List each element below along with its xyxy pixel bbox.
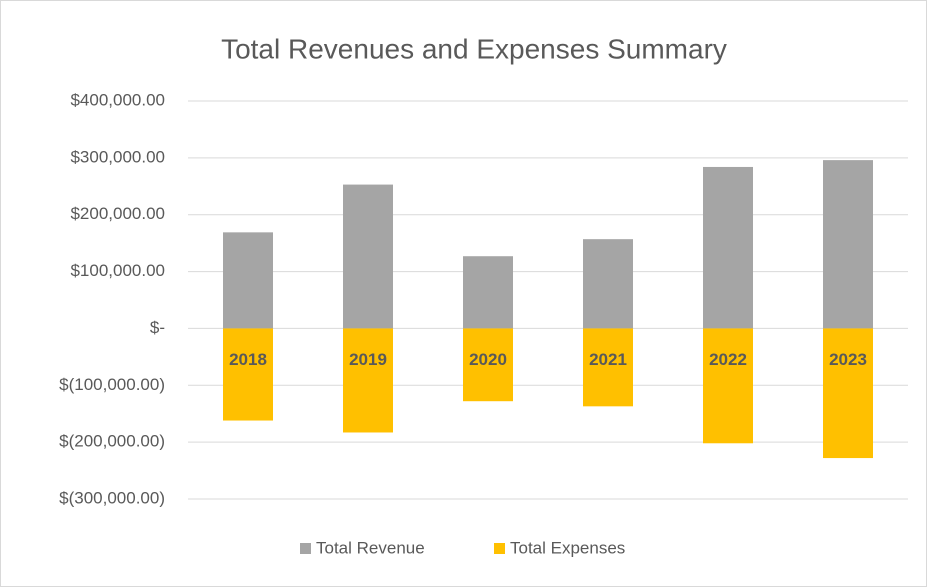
y-tick-label: $200,000.00 (70, 204, 165, 223)
bar (823, 160, 873, 329)
y-tick-label: $300,000.00 (70, 147, 165, 166)
bar (583, 239, 633, 329)
x-tick-label: 2022 (709, 350, 747, 369)
y-tick-label: $400,000.00 (70, 90, 165, 109)
y-tick-label: $(200,000.00) (59, 432, 165, 451)
y-tick-label: $- (150, 318, 165, 337)
bar (343, 328, 393, 433)
bar (223, 232, 273, 329)
x-tick-label: 2018 (229, 350, 267, 369)
x-tick-label: 2019 (349, 350, 387, 369)
x-tick-label: 2023 (829, 350, 867, 369)
legend-swatch (494, 543, 505, 554)
y-tick-label: $(100,000.00) (59, 375, 165, 394)
x-tick-label: 2020 (469, 350, 507, 369)
x-tick-label: 2021 (589, 350, 627, 369)
bar (343, 184, 393, 329)
chart-title: Total Revenues and Expenses Summary (221, 33, 727, 64)
bar (463, 256, 513, 329)
y-tick-label: $(300,000.00) (59, 488, 165, 507)
bar (823, 328, 873, 459)
legend-swatch (300, 543, 311, 554)
bar (703, 166, 753, 329)
bar (583, 328, 633, 407)
legend-label: Total Expenses (510, 538, 625, 557)
bar (463, 328, 513, 402)
bar (223, 328, 273, 421)
legend-label: Total Revenue (316, 538, 425, 557)
y-tick-label: $100,000.00 (70, 261, 165, 280)
bar (703, 328, 753, 444)
